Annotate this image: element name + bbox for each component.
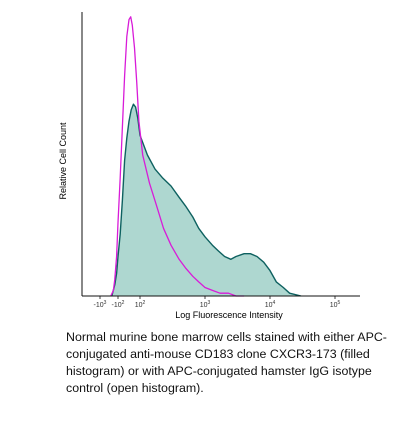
x-axis-label: Log Fluorescence Intensity xyxy=(175,310,283,320)
x-tick-label: -103 xyxy=(94,300,107,309)
x-tick-label: 105 xyxy=(330,300,341,309)
x-tick-label: 102 xyxy=(135,300,146,309)
series-filled-area xyxy=(111,104,301,296)
series-layer xyxy=(110,16,302,297)
figure-caption: Normal murine bone marrow cells stained … xyxy=(66,330,387,395)
y-axis-label: Relative Cell Count xyxy=(58,122,68,200)
x-tick-label: 103 xyxy=(200,300,211,309)
series-open-line xyxy=(110,16,245,297)
series-filled-line xyxy=(111,103,302,297)
histogram-chart: -103 -102 102 103 104 105 Log Fluorescence In… xyxy=(58,12,360,320)
x-tick-label: -102 xyxy=(112,300,125,309)
x-ticks: -103 -102 102 103 104 105 xyxy=(94,296,341,309)
x-tick-label: 104 xyxy=(265,300,276,309)
